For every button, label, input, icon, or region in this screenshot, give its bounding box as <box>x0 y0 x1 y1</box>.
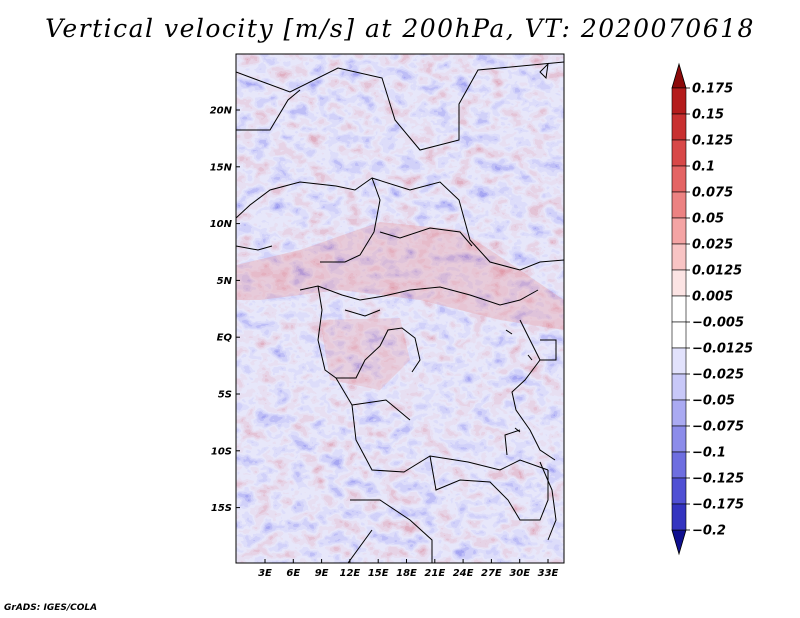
lat-label: EQ <box>217 333 233 344</box>
colorbar-label: 0.15 <box>692 108 724 123</box>
latitude-labels: 20N 15N 10N 5N EQ 5S 10S 15S <box>210 106 233 515</box>
lon-label: 12E <box>340 568 361 579</box>
lon-label: 21E <box>424 568 445 579</box>
latitude-ticks <box>236 109 240 509</box>
colorbar-box <box>671 269 687 297</box>
lon-label: 18E <box>396 568 417 579</box>
lon-label: 27E <box>481 568 502 579</box>
lon-label: 24E <box>453 568 474 579</box>
country-borders <box>236 61 564 563</box>
colorbar-label: −0.0125 <box>692 342 753 357</box>
colorbar-box <box>671 503 687 531</box>
lat-label: 5S <box>218 390 232 401</box>
lon-label: 6E <box>286 568 300 579</box>
credit-text: GrADS: IGES/COLA <box>4 603 98 613</box>
colorbar-label: −0.025 <box>692 368 744 383</box>
colorbar-label: −0.05 <box>692 394 735 409</box>
colorbar-box <box>671 425 687 453</box>
lon-label: 30E <box>509 568 530 579</box>
colorbar-box <box>671 87 687 115</box>
lon-label: 3E <box>258 568 272 579</box>
colorbar-box <box>671 113 687 141</box>
page-title: Vertical velocity [m/s] at 200hPa, VT: 2… <box>45 14 755 43</box>
colorbar-labels: 0.175 0.15 0.125 0.1 0.075 0.05 0.025 0.0125 0.0… <box>692 82 753 539</box>
colorbar-label: 0.1 <box>692 160 715 175</box>
colorbar-label: 0.075 <box>692 186 733 201</box>
lat-label: 10N <box>210 219 233 230</box>
colorbar-label: 0.125 <box>692 134 733 149</box>
longitude-ticks <box>264 559 549 563</box>
colorbar-box <box>671 191 687 219</box>
colorbar-box <box>671 347 687 375</box>
colorbar-label: 0.005 <box>692 290 733 305</box>
colorbar-label: 0.175 <box>692 82 733 97</box>
longitude-labels: 3E 6E 9E 12E 15E 18E 21E 24E 27E 30E 33E <box>258 568 558 579</box>
colorbar-label: −0.1 <box>692 446 726 461</box>
velocity-field <box>236 54 564 563</box>
colorbar-box <box>671 243 687 271</box>
colorbar-label: −0.005 <box>692 316 744 331</box>
lat-label: 5N <box>217 276 233 287</box>
colorbar-box <box>671 399 687 427</box>
colorbar-label: −0.125 <box>692 472 744 487</box>
colorbar-box <box>671 373 687 401</box>
lat-label: 15N <box>210 162 233 173</box>
colorbar-box <box>671 295 687 323</box>
lon-label: 9E <box>315 568 329 579</box>
colorbar-box <box>671 217 687 245</box>
colorbar-label: 0.0125 <box>692 264 742 279</box>
colorbar-label: 0.05 <box>692 212 724 227</box>
colorbar-box <box>671 477 687 505</box>
colorbar-box <box>671 139 687 167</box>
lat-label: 20N <box>210 106 233 117</box>
lat-label: 15S <box>211 503 232 514</box>
colorbar <box>671 62 690 556</box>
lon-label: 15E <box>368 568 389 579</box>
lon-label: 33E <box>538 568 559 579</box>
colorbar-box <box>671 165 687 193</box>
colorbar-box <box>671 451 687 479</box>
colorbar-top-arrow <box>671 62 687 89</box>
colorbar-label: 0.025 <box>692 238 733 253</box>
colorbar-label: −0.175 <box>692 498 744 513</box>
colorbar-label: −0.075 <box>692 420 744 435</box>
colorbar-label: −0.2 <box>692 524 726 539</box>
colorbar-bottom-arrow <box>671 529 687 556</box>
colorbar-box <box>671 321 687 349</box>
lat-label: 10S <box>211 446 232 457</box>
